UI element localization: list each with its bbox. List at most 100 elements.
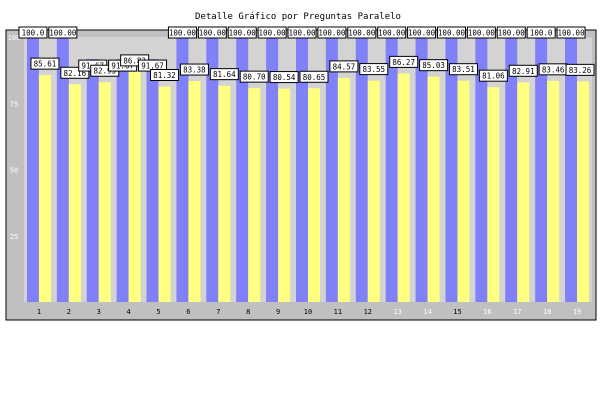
bar-series-1 xyxy=(505,37,518,302)
x-tick-label: 18 xyxy=(543,308,551,316)
value-label-box xyxy=(227,26,257,39)
value-label-box xyxy=(257,26,287,39)
value-label-box xyxy=(329,60,359,73)
x-tick-label: 1 xyxy=(37,308,41,316)
value-label: 83.51 xyxy=(452,65,475,74)
chart-title: Detalle Gráfico por Preguntas Paralelo xyxy=(195,12,401,22)
value-label: 100.00 xyxy=(49,29,77,38)
bar-series-1 xyxy=(116,59,129,303)
bar-series-1 xyxy=(415,37,428,302)
value-label: 100.00 xyxy=(558,29,586,38)
value-label-box xyxy=(197,26,227,39)
y-tick-label: 50 xyxy=(10,167,18,175)
value-label: 84.57 xyxy=(333,62,356,71)
value-label: 100.00 xyxy=(348,29,376,38)
bar-series-2 xyxy=(188,81,201,302)
bar-series-1 xyxy=(86,59,99,303)
value-label-box xyxy=(478,69,508,82)
x-tick-label: 16 xyxy=(483,308,491,316)
value-label-box xyxy=(496,26,526,39)
bar-series-1 xyxy=(535,37,548,302)
value-label: 85.03 xyxy=(422,61,445,70)
bar-series-2 xyxy=(487,87,500,302)
value-label-box xyxy=(239,70,269,83)
value-label-box xyxy=(565,63,595,76)
value-label: 83.55 xyxy=(363,65,386,74)
y-tick-label: 75 xyxy=(10,100,18,108)
value-label: 82.91 xyxy=(512,67,535,76)
value-label: 83.46 xyxy=(542,65,565,74)
x-tick-label: 7 xyxy=(216,308,220,316)
value-label-box xyxy=(407,26,437,39)
value-label-box xyxy=(389,55,419,68)
x-tick-label: 5 xyxy=(156,308,160,316)
value-label: 100.00 xyxy=(259,29,287,38)
bar-series-1 xyxy=(176,37,189,302)
bar-series-1 xyxy=(445,37,458,302)
x-tick-label: 9 xyxy=(276,308,280,316)
x-tick-label: 2 xyxy=(67,308,71,316)
y-tick-label: 25 xyxy=(10,233,18,241)
bar-series-2 xyxy=(457,80,470,302)
value-label-box xyxy=(269,71,299,84)
value-label: 82.93 xyxy=(93,67,116,76)
value-label: 100.00 xyxy=(199,29,227,38)
bar-series-2 xyxy=(128,71,141,302)
bar-series-1 xyxy=(56,37,69,302)
bar-series-2 xyxy=(68,84,81,302)
value-label-box xyxy=(150,69,180,82)
value-labels-layer: 100.085.61100.0082.1691.6782.9391.6786.8… xyxy=(18,26,595,84)
bar-series-2 xyxy=(98,82,111,302)
bars-layer xyxy=(26,37,590,303)
value-label: 83.26 xyxy=(569,66,592,75)
bar-series-1 xyxy=(565,37,578,302)
bar-series-2 xyxy=(517,82,530,302)
y-tick-label: 100 xyxy=(8,34,21,42)
x-tick-label: 11 xyxy=(334,308,342,316)
value-label: 80.65 xyxy=(303,73,326,82)
bar-series-1 xyxy=(325,37,338,302)
y-axis: 25 50 75 100 xyxy=(8,34,21,241)
bar-series-1 xyxy=(296,37,308,302)
value-label: 100.00 xyxy=(468,29,496,38)
value-label-box xyxy=(466,26,496,39)
x-tick-label: 17 xyxy=(513,308,521,316)
value-label: 100.00 xyxy=(169,29,197,38)
value-label: 81.06 xyxy=(482,72,505,81)
value-label: 80.54 xyxy=(273,73,296,82)
x-axis: 1 2 3 4 5 6 7 8 9 10 11 12 13 14 15 16 17 18 19 xyxy=(37,308,581,316)
value-label: 80.70 xyxy=(243,73,266,82)
bar-series-1 xyxy=(206,37,219,302)
x-tick-label: 19 xyxy=(573,308,581,316)
x-tick-label: 12 xyxy=(364,308,372,316)
value-label: 82.16 xyxy=(64,69,87,78)
value-label-box xyxy=(419,59,449,72)
bar-series-1 xyxy=(475,37,488,302)
x-tick-label: 8 xyxy=(246,308,250,316)
value-label: 85.61 xyxy=(34,60,57,69)
value-label: 100.0 xyxy=(22,29,45,38)
bar-series-2 xyxy=(337,77,350,303)
bar-series-1 xyxy=(385,37,398,302)
value-label: 100.00 xyxy=(378,29,406,38)
value-label-box xyxy=(347,26,377,39)
x-tick-label: 4 xyxy=(127,308,131,316)
value-label-box xyxy=(30,57,60,70)
x-tick-label: 14 xyxy=(423,308,431,316)
value-label-box xyxy=(299,70,329,83)
bar-series-2 xyxy=(427,76,440,302)
x-tick-label: 10 xyxy=(304,308,312,316)
value-label-box xyxy=(526,26,556,39)
x-tick-label: 6 xyxy=(186,308,190,316)
bar-series-2 xyxy=(38,75,51,302)
value-label-box xyxy=(377,26,407,39)
bar-series-1 xyxy=(26,37,39,302)
value-label: 81.32 xyxy=(153,71,176,80)
bar-series-2 xyxy=(577,81,590,303)
value-label-box xyxy=(48,26,78,39)
bar-series-2 xyxy=(397,73,410,303)
value-label-box xyxy=(359,63,389,76)
bar-series-1 xyxy=(146,59,159,303)
bar-series-1 xyxy=(266,37,279,302)
